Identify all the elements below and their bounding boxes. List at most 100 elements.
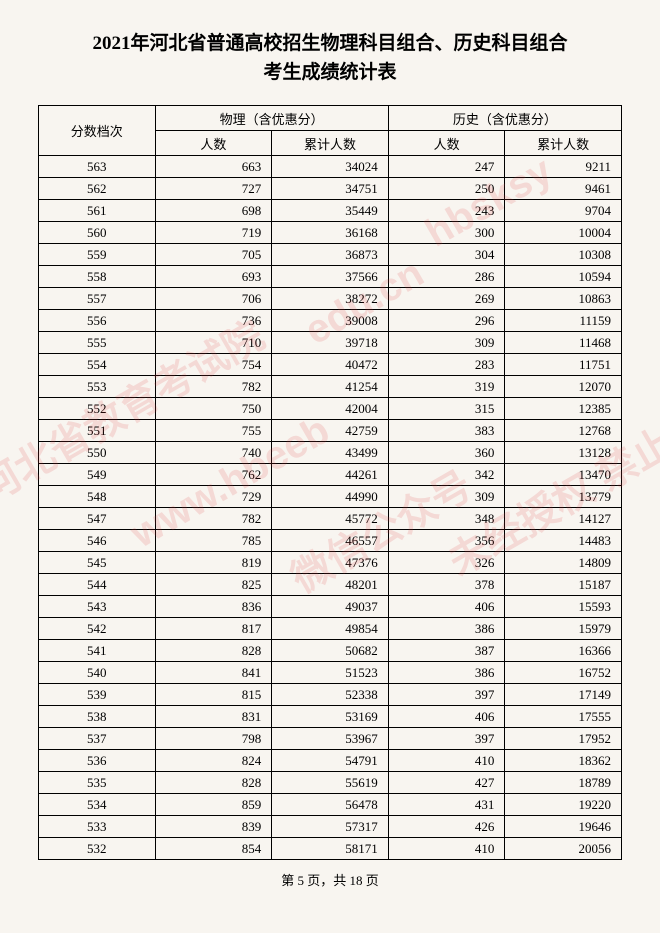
cell-physics-count: 736 [155,310,272,332]
header-history: 历史（含优惠分） [388,106,621,131]
cell-history-cum: 18362 [505,750,622,772]
cell-history-count: 309 [388,486,505,508]
cell-physics-count: 705 [155,244,272,266]
table-row: 5487294499030913779 [39,486,622,508]
cell-history-cum: 15187 [505,574,622,596]
cell-history-count: 410 [388,838,505,860]
cell-history-cum: 17149 [505,684,622,706]
table-row: 5338395731742619646 [39,816,622,838]
cell-history-cum: 9704 [505,200,622,222]
cell-history-count: 410 [388,750,505,772]
cell-score: 546 [39,530,156,552]
cell-physics-count: 859 [155,794,272,816]
cell-physics-cum: 36873 [272,244,389,266]
cell-history-cum: 9211 [505,156,622,178]
cell-physics-cum: 52338 [272,684,389,706]
cell-score: 549 [39,464,156,486]
cell-history-cum: 10308 [505,244,622,266]
table-row: 5577063827226910863 [39,288,622,310]
cell-history-count: 406 [388,596,505,618]
cell-score: 548 [39,486,156,508]
table-row: 5328545817141020056 [39,838,622,860]
cell-physics-cum: 38272 [272,288,389,310]
cell-history-cum: 10594 [505,266,622,288]
table-row: 5358285561942718789 [39,772,622,794]
cell-history-count: 406 [388,706,505,728]
cell-history-count: 304 [388,244,505,266]
cell-history-cum: 20056 [505,838,622,860]
cell-physics-cum: 55619 [272,772,389,794]
cell-score: 562 [39,178,156,200]
cell-physics-cum: 53169 [272,706,389,728]
table-row: 5348595647843119220 [39,794,622,816]
cell-history-cum: 13470 [505,464,622,486]
cell-score: 534 [39,794,156,816]
cell-physics-count: 825 [155,574,272,596]
cell-score: 547 [39,508,156,530]
cell-history-cum: 14127 [505,508,622,530]
cell-physics-cum: 47376 [272,552,389,574]
cell-physics-count: 841 [155,662,272,684]
table-row: 5368245479141018362 [39,750,622,772]
cell-score: 555 [39,332,156,354]
cell-history-cum: 11159 [505,310,622,332]
cell-physics-cum: 36168 [272,222,389,244]
cell-history-cum: 16752 [505,662,622,684]
cell-history-count: 247 [388,156,505,178]
cell-history-count: 426 [388,816,505,838]
cell-history-count: 397 [388,684,505,706]
cell-physics-cum: 49037 [272,596,389,618]
cell-score: 560 [39,222,156,244]
header-physics: 物理（含优惠分） [155,106,388,131]
table-row: 5467854655735614483 [39,530,622,552]
cell-physics-count: 824 [155,750,272,772]
cell-history-count: 315 [388,398,505,420]
table-row: 5418285068238716366 [39,640,622,662]
cell-physics-count: 719 [155,222,272,244]
cell-history-count: 319 [388,376,505,398]
cell-score: 537 [39,728,156,750]
cell-score: 554 [39,354,156,376]
cell-physics-cum: 53967 [272,728,389,750]
cell-physics-cum: 42004 [272,398,389,420]
cell-physics-count: 710 [155,332,272,354]
cell-score: 563 [39,156,156,178]
cell-physics-cum: 51523 [272,662,389,684]
table-row: 5517554275938312768 [39,420,622,442]
cell-physics-count: 762 [155,464,272,486]
cell-physics-count: 831 [155,706,272,728]
cell-score: 559 [39,244,156,266]
cell-history-cum: 12768 [505,420,622,442]
cell-score: 553 [39,376,156,398]
cell-physics-cum: 35449 [272,200,389,222]
cell-history-cum: 17952 [505,728,622,750]
cell-score: 532 [39,838,156,860]
cell-history-cum: 12070 [505,376,622,398]
cell-history-count: 309 [388,332,505,354]
table-row: 5448254820137815187 [39,574,622,596]
table-row: 5438364903740615593 [39,596,622,618]
cell-history-cum: 9461 [505,178,622,200]
cell-history-count: 356 [388,530,505,552]
table-row: 5388315316940617555 [39,706,622,728]
cell-history-cum: 11751 [505,354,622,376]
cell-physics-cum: 56478 [272,794,389,816]
cell-history-count: 300 [388,222,505,244]
header-cumulative: 累计人数 [272,131,389,156]
cell-physics-count: 819 [155,552,272,574]
table-row: 5458194737632614809 [39,552,622,574]
cell-history-cum: 14809 [505,552,622,574]
cell-history-count: 360 [388,442,505,464]
cell-physics-count: 754 [155,354,272,376]
cell-score: 540 [39,662,156,684]
header-cumulative: 累计人数 [505,131,622,156]
cell-physics-count: 698 [155,200,272,222]
table-row: 5377985396739717952 [39,728,622,750]
cell-history-cum: 19220 [505,794,622,816]
page-title: 2021年河北省普通高校招生物理科目组合、历史科目组合 考生成绩统计表 [38,30,622,87]
cell-physics-count: 836 [155,596,272,618]
cell-physics-cum: 34024 [272,156,389,178]
cell-history-cum: 12385 [505,398,622,420]
page-footer: 第 5 页，共 18 页 [38,870,622,889]
cell-physics-count: 750 [155,398,272,420]
